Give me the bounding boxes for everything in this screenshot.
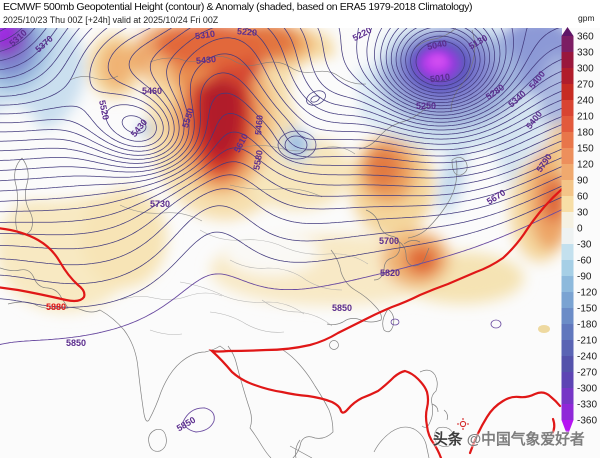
svg-text:180: 180 [577,128,594,139]
svg-text:360: 360 [577,32,594,43]
svg-text:240: 240 [577,96,594,107]
svg-text:30: 30 [577,208,589,219]
svg-text:5820: 5820 [380,268,400,278]
svg-text:5460: 5460 [142,86,162,96]
svg-text:5040: 5040 [426,38,448,52]
svg-text:-60: -60 [577,256,592,267]
svg-text:60: 60 [577,192,589,203]
svg-text:150: 150 [577,144,594,155]
svg-text:gpm: gpm [578,13,595,23]
svg-text:-210: -210 [577,336,597,347]
svg-text:-90: -90 [577,272,592,283]
svg-text:5580: 5580 [251,149,264,170]
svg-text:0: 0 [577,224,583,235]
svg-text:-360: -360 [577,416,597,427]
svg-text:-300: -300 [577,384,597,395]
svg-text:5250: 5250 [416,101,436,111]
svg-text:-30: -30 [577,240,592,251]
svg-text:5310: 5310 [194,29,215,42]
svg-text:300: 300 [577,64,594,75]
svg-text:270: 270 [577,80,594,91]
svg-text:-240: -240 [577,352,597,363]
svg-text:5850: 5850 [332,303,352,313]
svg-text:-150: -150 [577,304,597,315]
svg-text:-120: -120 [577,288,597,299]
svg-text:5700: 5700 [379,236,399,246]
svg-text:-180: -180 [577,320,597,331]
svg-text:90: 90 [577,176,589,187]
svg-text:5220: 5220 [237,26,258,38]
svg-text:120: 120 [577,160,594,171]
svg-text:-330: -330 [577,400,597,411]
svg-text:5850: 5850 [66,338,86,348]
svg-text:5520: 5520 [97,99,111,121]
svg-text:330: 330 [577,48,594,59]
svg-text:5010: 5010 [429,72,450,85]
svg-text:-270: -270 [577,368,597,379]
svg-text:210: 210 [577,112,594,123]
svg-text:5730: 5730 [150,199,170,209]
svg-text:5430: 5430 [196,54,217,66]
svg-text:5880: 5880 [46,302,66,312]
svg-text:5460: 5460 [253,115,265,136]
